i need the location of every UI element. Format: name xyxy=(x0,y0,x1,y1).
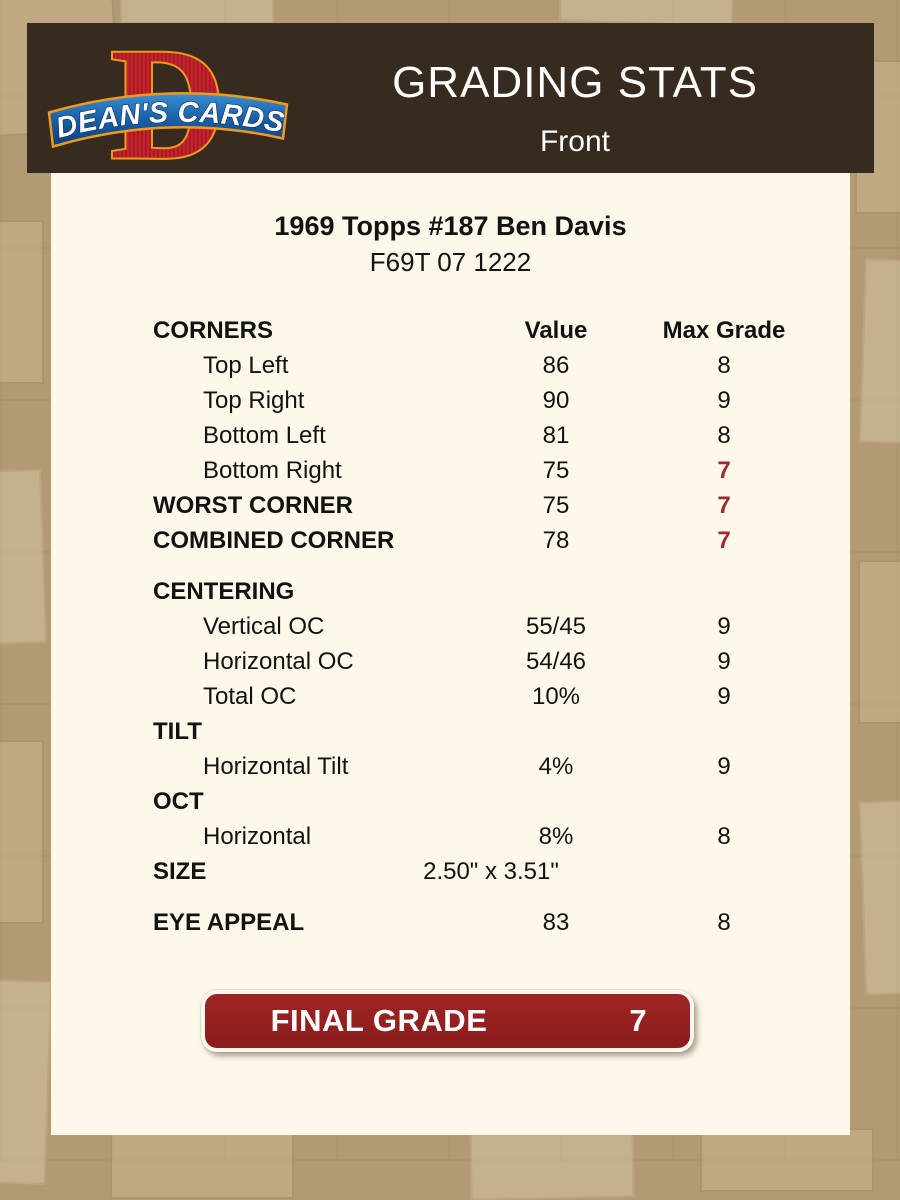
row-value: 90 xyxy=(542,387,570,414)
stats-row: Top Left 86 8 xyxy=(51,348,850,383)
logo-ribbon xyxy=(47,91,289,149)
row-label: Bottom Right xyxy=(203,457,342,484)
background-card xyxy=(110,1125,294,1199)
row-max-grade: 9 xyxy=(717,683,731,710)
row-value: 75 xyxy=(542,457,570,484)
row-max-grade: 9 xyxy=(717,753,731,780)
header-bar: D DEAN'S CARDS GRADING STATS Front xyxy=(27,23,874,173)
page-title: GRADING STATS xyxy=(392,58,758,107)
row-label: Total OC xyxy=(203,683,297,710)
card-serial-number: F69T 07 1222 xyxy=(369,247,532,277)
row-value: 55/45 xyxy=(525,613,587,640)
stats-row: Total OC 10% 9 xyxy=(51,679,850,714)
deans-cards-logo[interactable]: D DEAN'S CARDS xyxy=(43,31,293,169)
background-card xyxy=(858,258,900,446)
stats-row: EYE APPEAL 83 8 xyxy=(51,905,850,940)
stats-row: WORST CORNER 75 7 xyxy=(51,488,850,523)
row-max-grade: 8 xyxy=(717,909,731,936)
column-header-max-grade: Max Grade xyxy=(662,317,786,344)
row-label: Top Left xyxy=(203,352,289,379)
row-max-grade: 8 xyxy=(717,422,731,449)
background-card xyxy=(700,1128,874,1192)
row-max-grade: 9 xyxy=(717,648,731,675)
final-grade-badge: FINAL GRADE 7 xyxy=(201,990,694,1052)
row-value: 4% xyxy=(538,753,574,780)
row-label: Vertical OC xyxy=(203,613,325,640)
row-max-grade: 7 xyxy=(717,492,731,519)
stats-row: Top Right 90 9 xyxy=(51,383,850,418)
row-max-grade: 7 xyxy=(717,527,731,554)
row-label: Top Right xyxy=(203,387,305,414)
row-value: 8% xyxy=(538,823,574,850)
background-card xyxy=(0,740,44,924)
stats-row: SIZE 2.50" x 3.51" xyxy=(51,854,850,889)
row-max-grade: 8 xyxy=(717,823,731,850)
row-value: 86 xyxy=(542,352,570,379)
row-value: 75 xyxy=(542,492,570,519)
row-label: TILT xyxy=(153,718,202,745)
stats-row: Horizontal OC 54/46 9 xyxy=(51,644,850,679)
stats-table: CORNERS Value Max Grade Top Left 86 8 Top Righ… xyxy=(51,313,850,940)
background-card xyxy=(0,468,48,646)
row-label: CENTERING xyxy=(153,578,295,605)
stats-row: COMBINED CORNER 78 7 xyxy=(51,523,850,558)
row-value: 10% xyxy=(531,683,581,710)
row-value: 81 xyxy=(542,422,570,449)
stats-row: TILT xyxy=(51,714,850,749)
row-label: Horizontal OC xyxy=(203,648,354,675)
row-label: Bottom Left xyxy=(203,422,326,449)
row-value: 83 xyxy=(542,909,570,936)
column-header-value: Value xyxy=(524,317,588,344)
stats-row: OCT xyxy=(51,784,850,819)
background-card xyxy=(0,978,53,1186)
row-value: 78 xyxy=(542,527,570,554)
row-max-grade: 9 xyxy=(717,613,731,640)
row-label: OCT xyxy=(153,788,204,815)
stats-row: Bottom Right 75 7 xyxy=(51,453,850,488)
background-card xyxy=(858,798,900,996)
row-value: 2.50" x 3.51" xyxy=(423,858,559,885)
row-label: SIZE xyxy=(153,858,207,885)
header-text: GRADING STATS Front xyxy=(355,23,795,159)
stats-row: Horizontal 8% 8 xyxy=(51,819,850,854)
background-card xyxy=(0,220,44,384)
row-label: Horizontal xyxy=(203,823,312,850)
row-label: EYE APPEAL xyxy=(153,909,305,936)
background-card xyxy=(858,560,900,724)
background-card xyxy=(120,0,274,24)
stats-header-row: CORNERS Value Max Grade xyxy=(51,313,850,348)
row-max-grade: 7 xyxy=(717,457,731,484)
row-label: WORST CORNER xyxy=(153,492,353,519)
final-grade-label: FINAL GRADE xyxy=(270,1003,488,1038)
report-panel: 1969 Topps #187 Ben Davis F69T 07 1222 C… xyxy=(51,173,850,1135)
column-header-label: CORNERS xyxy=(153,317,274,344)
stats-row: CENTERING xyxy=(51,574,850,609)
row-value: 54/46 xyxy=(525,648,587,675)
row-label: COMBINED CORNER xyxy=(153,527,395,554)
row-max-grade: 9 xyxy=(717,387,731,414)
stats-row: Bottom Left 81 8 xyxy=(51,418,850,453)
final-grade-value: 7 xyxy=(629,1003,647,1038)
card-title: 1969 Topps #187 Ben Davis xyxy=(274,211,627,241)
page-subtitle: Front xyxy=(539,125,611,158)
stats-row: Vertical OC 55/45 9 xyxy=(51,609,850,644)
stats-row: Horizontal Tilt 4% 9 xyxy=(51,749,850,784)
deans-cards-logo-art: D DEAN'S CARDS xyxy=(47,31,289,169)
row-max-grade: 8 xyxy=(717,352,731,379)
row-label: Horizontal Tilt xyxy=(203,753,349,780)
